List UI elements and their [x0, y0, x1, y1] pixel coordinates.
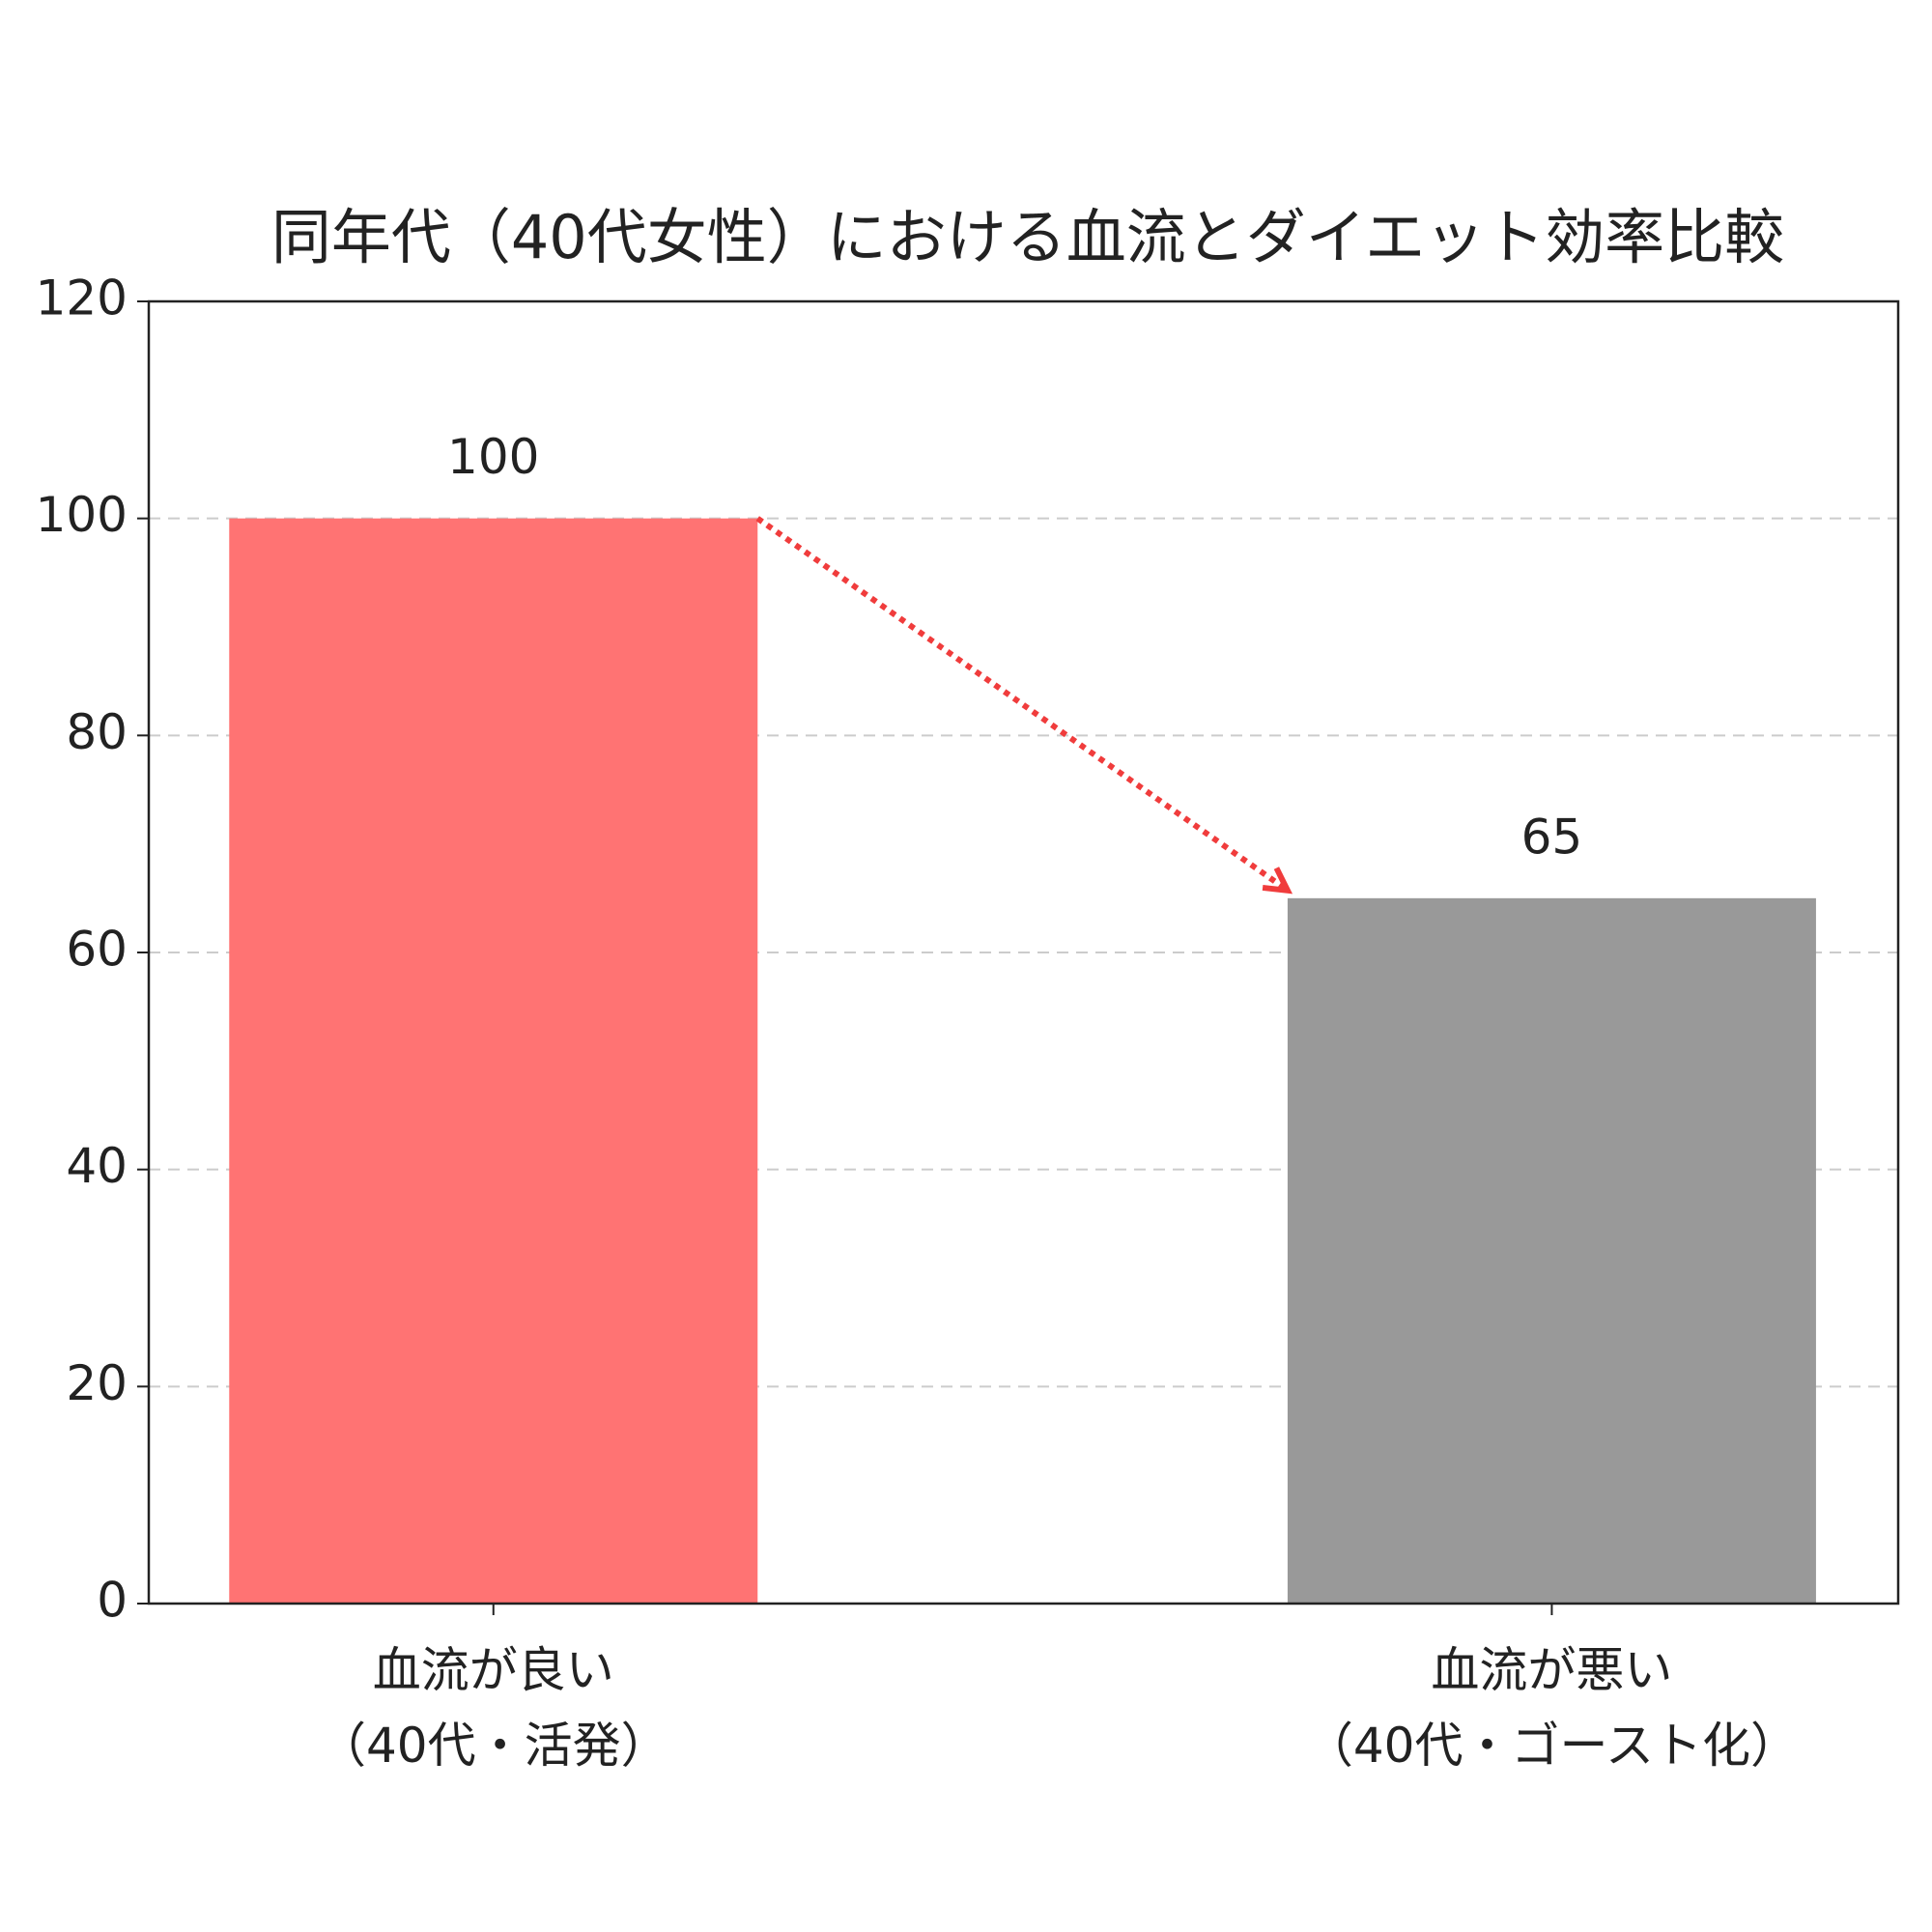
value-label: 100 [447, 429, 539, 485]
y-tick-label: 60 [66, 922, 128, 978]
bar [229, 518, 758, 1604]
y-tick-label: 100 [36, 487, 128, 543]
axes-frame [147, 299, 1900, 1605]
y-tick-label: 20 [66, 1355, 128, 1411]
arrow-head [1262, 867, 1293, 895]
y-tick-label: 120 [36, 270, 128, 327]
y-tick-label: 0 [97, 1573, 128, 1629]
value-label: 65 [1521, 809, 1583, 865]
y-tick-label: 40 [66, 1138, 128, 1194]
chart-title: 同年代（40代女性）における血流とダイエット効率比較 [271, 202, 1784, 272]
y-tick-label: 80 [66, 704, 128, 760]
bar [1287, 897, 1816, 1604]
arrow [755, 516, 1286, 891]
x-tick-label: 血流が悪い （40代・ゴースト化） [1304, 1642, 1799, 1774]
x-tick-label: 血流が良い （40代・活発） [317, 1642, 669, 1774]
